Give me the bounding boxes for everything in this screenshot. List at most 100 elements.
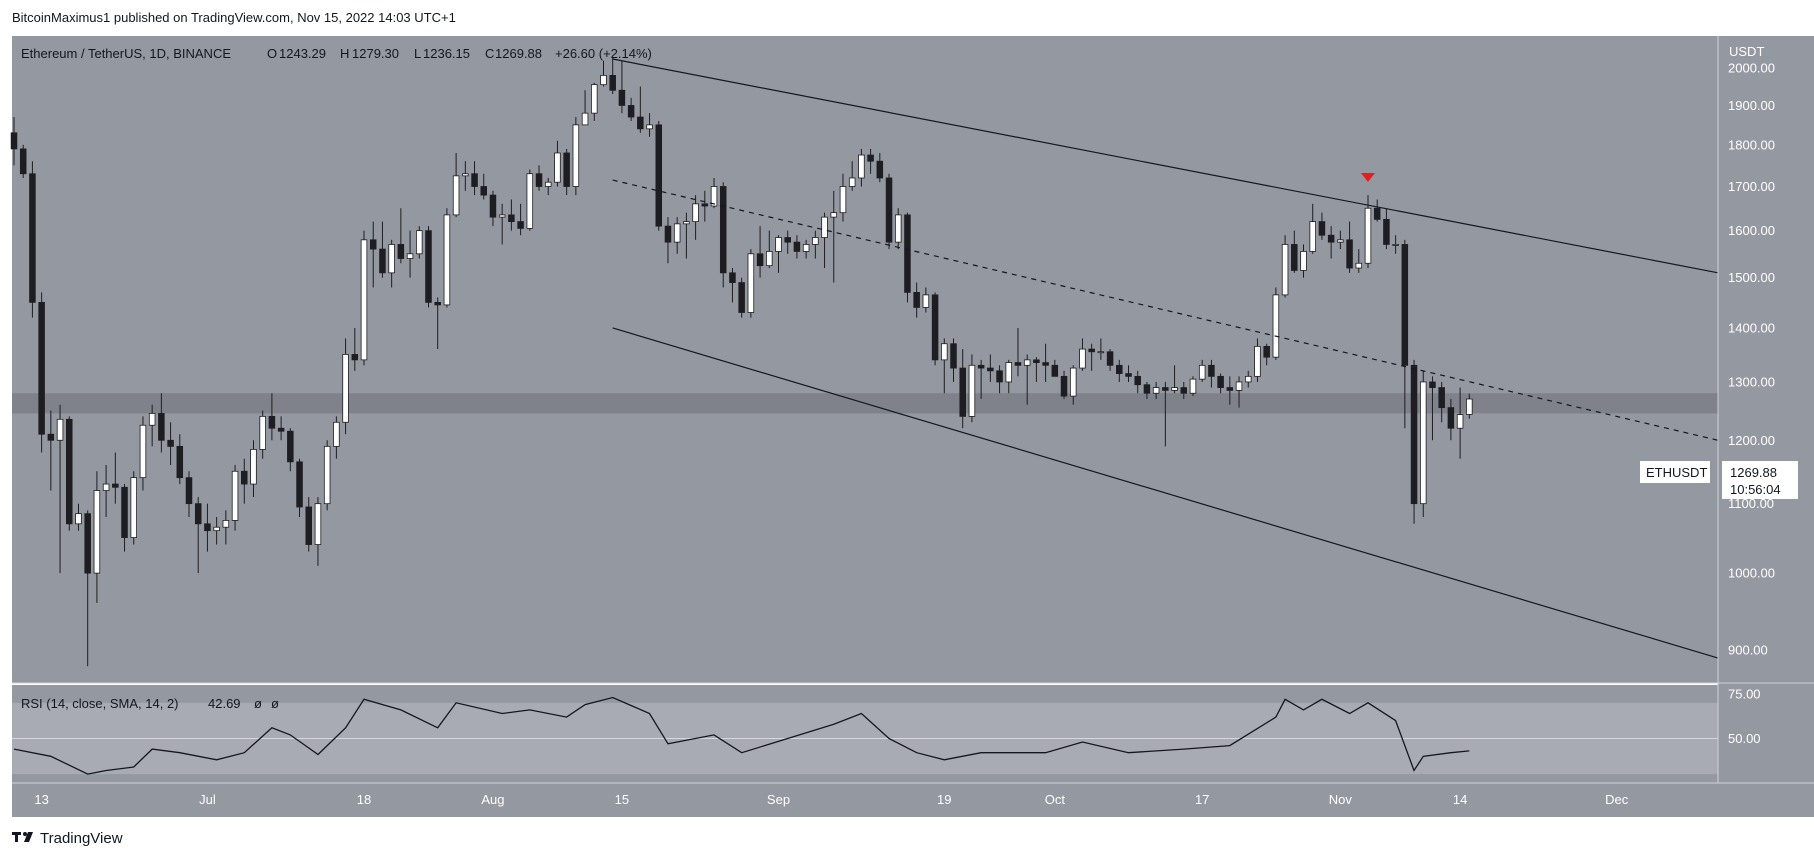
time-tick-label: Sep xyxy=(767,792,790,807)
candle-body xyxy=(167,439,174,447)
time-tick-label: Jul xyxy=(199,792,216,807)
candle-body xyxy=(719,186,727,274)
candle-body xyxy=(489,194,497,218)
candle-body xyxy=(47,433,55,441)
candle-body xyxy=(1106,351,1114,366)
time-tick-label: 19 xyxy=(937,792,951,807)
candle-body xyxy=(1254,345,1261,377)
candle-body xyxy=(747,253,755,313)
candle-body xyxy=(176,445,184,479)
candle-body xyxy=(922,294,930,308)
candle-body xyxy=(66,418,73,525)
candle-body xyxy=(1217,375,1224,388)
candle-body xyxy=(1097,351,1105,354)
high-label: H xyxy=(340,46,349,61)
candle-body xyxy=(498,214,506,218)
price-tick-label: 1200.00 xyxy=(1728,433,1775,448)
candle-body xyxy=(102,483,110,491)
candle-body xyxy=(876,160,884,179)
last-price-value: 1269.88 xyxy=(1730,465,1777,480)
channel-lines xyxy=(612,58,1719,659)
candle-body xyxy=(369,239,377,250)
candle-body xyxy=(977,364,985,369)
candle-body xyxy=(277,427,285,432)
candle-body xyxy=(1429,381,1436,388)
candle-body xyxy=(130,477,137,538)
candle-body xyxy=(1309,221,1316,252)
candle-body xyxy=(1171,387,1178,391)
candle-body xyxy=(462,173,469,177)
candle-body xyxy=(121,486,128,538)
rsi-na-2: ø xyxy=(271,696,279,711)
time-ticks: 13 Jul 18 Aug 15 Sep 19 Oct 17 Nov 14 Dec xyxy=(34,792,1628,807)
price-tick-label: 1700.00 xyxy=(1728,179,1775,194)
rsi-label[interactable]: RSI (14, close, SMA, 14, 2) xyxy=(21,696,179,711)
rsi-ticks: 75.00 50.00 xyxy=(1728,686,1761,746)
price-axis[interactable] xyxy=(1718,36,1814,783)
candle-body xyxy=(508,214,515,223)
candle-body xyxy=(535,173,543,187)
footer-brand[interactable]: TradingView xyxy=(40,830,123,847)
time-axis[interactable] xyxy=(12,783,1718,817)
rsi-tick-label: 50.00 xyxy=(1728,731,1761,746)
candle-body xyxy=(848,177,856,187)
candle-body xyxy=(812,237,819,245)
currency-label: USDT xyxy=(1729,44,1764,59)
candle-body xyxy=(987,367,994,372)
time-tick-label: 17 xyxy=(1195,792,1209,807)
time-tick-label: Dec xyxy=(1605,792,1629,807)
candle-body xyxy=(360,239,368,361)
candle-body xyxy=(1069,367,1077,397)
price-tick-label: 1600.00 xyxy=(1728,223,1775,238)
candle-body xyxy=(544,181,552,187)
candle-body xyxy=(1438,387,1445,409)
candle-body xyxy=(1291,244,1298,271)
price-tick-label: 1100.00 xyxy=(1728,496,1774,511)
candle-body xyxy=(1392,244,1399,246)
candle-body xyxy=(858,154,865,179)
candle-body xyxy=(38,301,45,435)
symbol-title[interactable]: Ethereum / TetherUS, 1D, BINANCE xyxy=(21,46,231,61)
time-tick-label: Nov xyxy=(1329,792,1353,807)
candle-body xyxy=(333,421,340,447)
price-pane[interactable] xyxy=(12,36,1718,683)
time-tick-label: 13 xyxy=(34,792,48,807)
candle-body xyxy=(1088,348,1095,353)
candle-body xyxy=(1226,387,1234,391)
candle-body xyxy=(1263,345,1270,358)
open-label: O xyxy=(267,46,277,61)
candle-body xyxy=(112,483,119,488)
candle-body xyxy=(1410,364,1418,505)
price-tick-label: 1300.00 xyxy=(1728,374,1775,389)
candle-body xyxy=(775,237,782,252)
candle-body xyxy=(766,251,773,267)
candle-body xyxy=(1373,207,1381,220)
candle-body xyxy=(250,449,257,485)
rsi-line xyxy=(13,696,1470,775)
candle-body xyxy=(646,124,653,130)
candle-body xyxy=(1456,414,1464,429)
candle-body xyxy=(268,415,276,429)
candle-body xyxy=(231,470,239,521)
candle-body xyxy=(572,124,580,187)
candle-body xyxy=(287,430,294,463)
candle-body xyxy=(1447,407,1455,429)
candle-body xyxy=(425,230,432,303)
candle-body xyxy=(931,294,939,361)
low-value: 1236.15 xyxy=(423,46,470,61)
candle-body xyxy=(1364,207,1372,264)
price-tick-label: 1000.00 xyxy=(1728,566,1775,581)
candle-body xyxy=(802,244,810,252)
candle-body xyxy=(204,523,211,532)
candle-body xyxy=(305,506,313,545)
candle-body xyxy=(75,513,82,525)
time-tick-label: 15 xyxy=(615,792,629,807)
candle-body xyxy=(1235,381,1243,391)
candle-body xyxy=(839,186,847,214)
axis-corner xyxy=(1718,783,1814,817)
candle-body xyxy=(894,214,902,243)
candle-body xyxy=(793,241,801,252)
candle-body xyxy=(296,461,303,508)
price-tick-label: 900.00 xyxy=(1728,642,1768,657)
candle-body xyxy=(618,89,626,106)
